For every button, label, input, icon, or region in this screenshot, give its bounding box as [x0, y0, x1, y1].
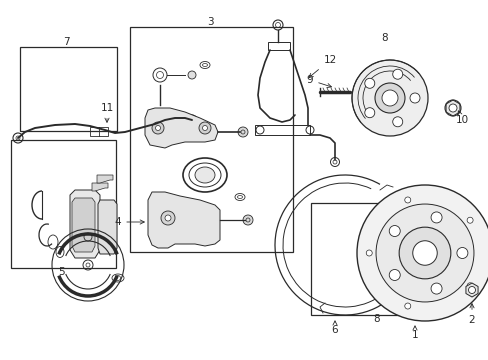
Circle shape [164, 215, 171, 221]
Bar [20, 47, 117, 131]
Circle shape [466, 217, 472, 223]
Circle shape [243, 215, 252, 225]
Circle shape [161, 211, 175, 225]
Circle shape [202, 126, 207, 130]
Circle shape [375, 204, 473, 302]
Ellipse shape [444, 100, 460, 116]
Circle shape [152, 122, 163, 134]
Polygon shape [70, 190, 100, 258]
Text: 4: 4 [115, 217, 144, 227]
Text: 2: 2 [468, 304, 474, 325]
Text: 8: 8 [381, 33, 387, 43]
Circle shape [388, 225, 399, 237]
Circle shape [398, 227, 450, 279]
Circle shape [238, 127, 247, 137]
Text: 11: 11 [100, 103, 113, 122]
Bar [310, 203, 441, 315]
Circle shape [381, 90, 397, 106]
Text: 9: 9 [306, 75, 331, 87]
Polygon shape [465, 283, 477, 297]
Circle shape [412, 241, 436, 265]
Polygon shape [98, 200, 117, 254]
Circle shape [187, 71, 196, 79]
Circle shape [404, 303, 410, 309]
Text: 7: 7 [62, 37, 69, 48]
Circle shape [404, 197, 410, 203]
Text: 1: 1 [411, 326, 417, 340]
Ellipse shape [195, 167, 215, 183]
Polygon shape [145, 108, 218, 148]
Circle shape [392, 117, 402, 127]
Text: 8: 8 [372, 314, 379, 324]
Circle shape [456, 248, 467, 258]
Circle shape [351, 60, 427, 136]
Bar [254, 125, 309, 135]
Polygon shape [148, 192, 220, 248]
Circle shape [468, 287, 474, 293]
Circle shape [374, 83, 404, 113]
Circle shape [388, 270, 399, 280]
Text: 5: 5 [58, 267, 64, 277]
Polygon shape [97, 175, 113, 183]
Circle shape [430, 283, 441, 294]
Circle shape [356, 185, 488, 321]
Circle shape [466, 283, 472, 289]
Circle shape [448, 104, 456, 112]
Circle shape [392, 69, 402, 79]
Bar [90, 127, 108, 136]
Polygon shape [92, 183, 108, 191]
Circle shape [155, 126, 160, 130]
Text: 12: 12 [308, 55, 336, 78]
Circle shape [409, 93, 419, 103]
Circle shape [364, 78, 374, 88]
Text: 10: 10 [454, 111, 468, 125]
Text: 3: 3 [206, 17, 213, 27]
Circle shape [364, 108, 374, 118]
Bar [129, 27, 293, 252]
Circle shape [366, 250, 371, 256]
Text: 6: 6 [331, 321, 338, 335]
Bar [267, 42, 289, 50]
Bar [11, 140, 116, 268]
Circle shape [199, 122, 210, 134]
Polygon shape [72, 198, 95, 252]
Circle shape [430, 212, 441, 223]
